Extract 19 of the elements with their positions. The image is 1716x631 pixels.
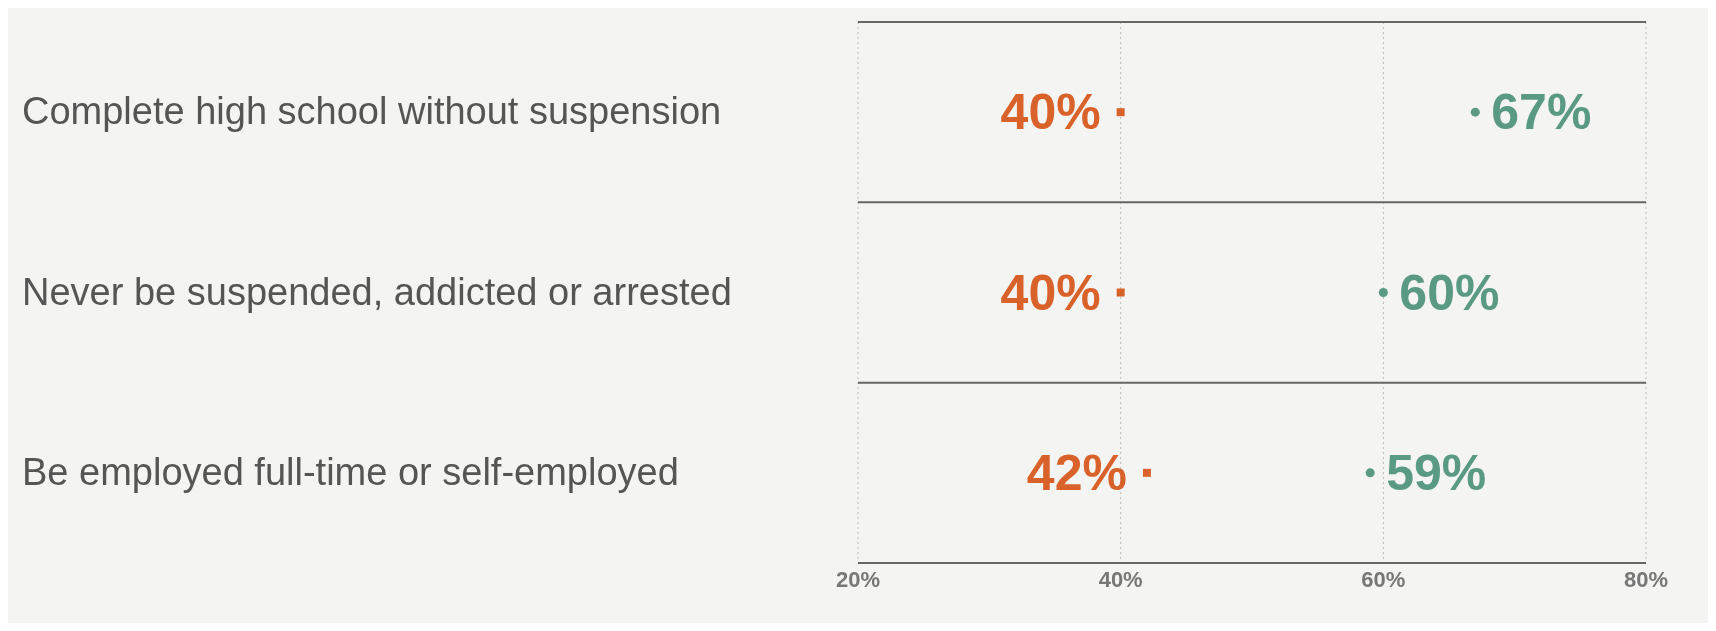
x-tick-label: 40% <box>1098 566 1143 592</box>
point <box>1365 468 1375 478</box>
y-tick-label: Complete high school without suspension <box>22 90 722 133</box>
data-label: 40% <box>1000 264 1101 321</box>
x-tick-label: 80% <box>1623 566 1669 592</box>
point <box>1116 288 1125 297</box>
data-label: 59% <box>1386 444 1487 501</box>
data-label: 42% <box>1026 444 1127 501</box>
data-label: 60% <box>1399 264 1500 321</box>
point <box>1470 107 1480 117</box>
data-label: 67% <box>1491 84 1592 141</box>
x-tick-label: 20% <box>835 566 881 592</box>
data-label: 40% <box>1000 84 1101 141</box>
point <box>1142 468 1151 477</box>
y-tick-label: Never be suspended, addicted or arrested <box>22 270 732 313</box>
y-tick-label: Be employed full-time or self-employed <box>22 450 679 493</box>
point <box>1116 108 1125 117</box>
x-tick-label: 60% <box>1361 566 1406 592</box>
point <box>1378 287 1388 298</box>
